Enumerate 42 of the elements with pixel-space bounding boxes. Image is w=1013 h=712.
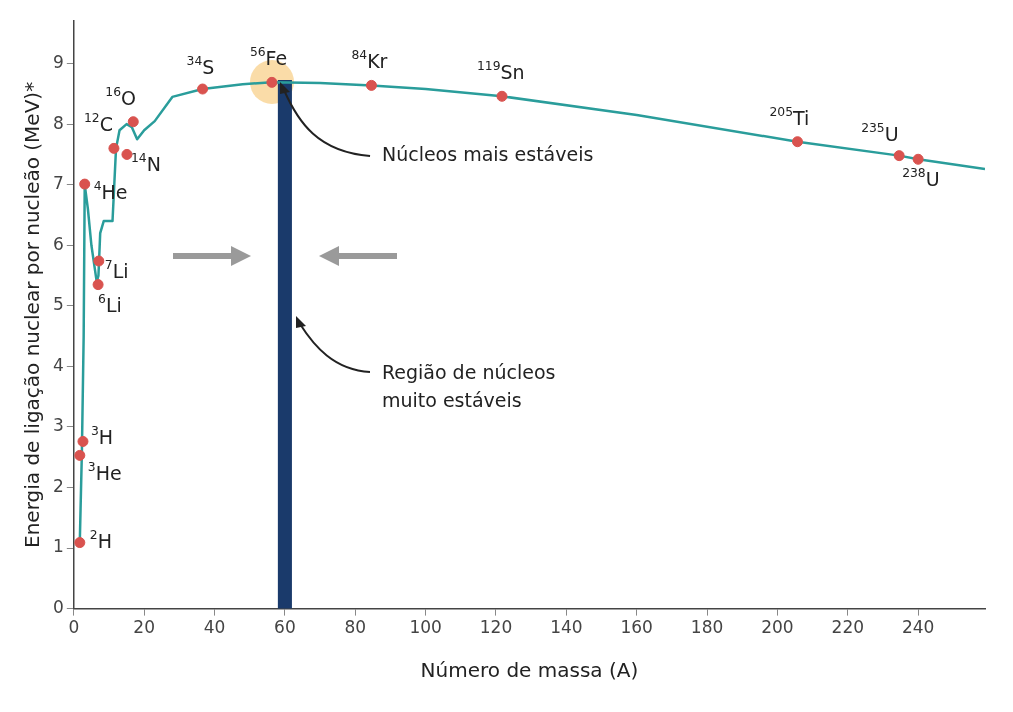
x-tick-label: 20 — [133, 617, 155, 638]
y-tick-label: 9 — [52, 52, 64, 73]
x-tick-label: 140 — [550, 617, 583, 638]
x-axis-title: Número de massa (A) — [420, 658, 639, 683]
point — [496, 90, 508, 102]
y-tick-label: 7 — [52, 173, 64, 194]
band-label: Região de núcleos muito estáveis — [381, 360, 556, 411]
y-tick-label: 1 — [52, 536, 64, 557]
y-tick-label: 2 — [52, 475, 64, 496]
y-tick-label: 0 — [52, 597, 64, 618]
x-tick-label: 0 — [68, 617, 80, 638]
point — [121, 148, 133, 160]
point — [108, 142, 120, 154]
x-tick-label: 40 — [203, 617, 226, 638]
x-tick-label: 100 — [409, 617, 442, 638]
x-tick-label: 80 — [344, 617, 367, 638]
y-tick-label: 4 — [52, 354, 64, 375]
point — [197, 83, 209, 95]
x-tick-label: 160 — [620, 617, 653, 638]
x-tick-label: 200 — [761, 617, 794, 638]
point — [74, 449, 86, 461]
point — [74, 537, 86, 549]
point — [912, 153, 924, 165]
point — [92, 279, 104, 291]
x-tick-label: 60 — [274, 617, 296, 638]
point — [93, 255, 105, 267]
y-tick-label: 3 — [52, 415, 64, 436]
y-axis-title: Energia de ligação nuclear por nucleão (MeV)* — [20, 81, 45, 548]
point — [791, 136, 803, 148]
x-tick-label: 220 — [831, 617, 865, 638]
y-tick-label: 8 — [52, 112, 64, 133]
y-tick-label: 6 — [52, 233, 64, 254]
point — [127, 116, 139, 128]
y-tick-label: 5 — [52, 294, 64, 315]
point — [77, 435, 89, 447]
annotation: Núcleos mais estáveis — [381, 143, 594, 166]
point — [365, 79, 377, 91]
point — [893, 150, 905, 162]
x-tick-label: 180 — [690, 617, 724, 638]
x-tick-label: 120 — [479, 617, 513, 638]
point — [79, 178, 91, 190]
x-tick-label: 240 — [901, 617, 935, 638]
